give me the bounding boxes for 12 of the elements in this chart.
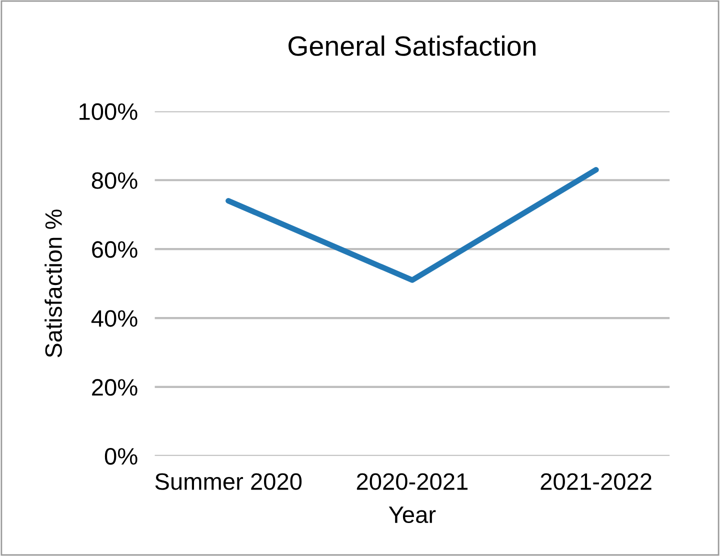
y-tick-label: 60% — [92, 241, 138, 258]
y-tick-label: 80% — [92, 172, 138, 189]
x-axis-title: Year — [388, 506, 436, 524]
x-tick-label: 2020-2021 — [356, 473, 468, 490]
y-axis-title: Satisfaction % — [44, 210, 62, 358]
y-tick-label: 100% — [80, 103, 138, 120]
x-tick-label: 2021-2022 — [540, 473, 652, 490]
y-tick-label: 20% — [92, 379, 138, 396]
y-tick-label: 0% — [104, 448, 138, 465]
chart-title: General Satisfaction — [288, 36, 536, 56]
y-tick-label: 40% — [91, 310, 138, 327]
x-tick-label: Summer 2020 — [155, 473, 302, 490]
